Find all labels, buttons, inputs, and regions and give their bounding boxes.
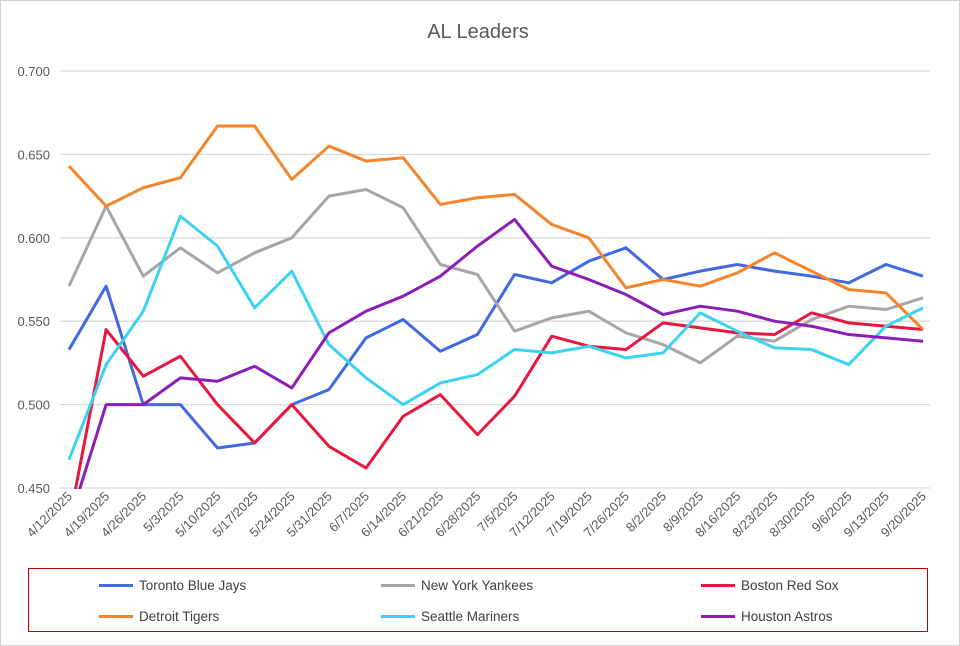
legend-item: New York Yankees bbox=[381, 578, 533, 593]
legend-item: Toronto Blue Jays bbox=[99, 578, 246, 593]
legend-label: New York Yankees bbox=[421, 578, 534, 593]
legend-label: Detroit Tigers bbox=[139, 609, 220, 624]
chart-title: AL Leaders bbox=[427, 21, 529, 43]
series-line-boston-red-sox bbox=[74, 311, 924, 489]
y-tick-label: 0.550 bbox=[17, 314, 50, 329]
y-tick-label: 0.700 bbox=[17, 64, 50, 79]
legend-label: Toronto Blue Jays bbox=[139, 578, 247, 593]
legend-swatch bbox=[701, 615, 735, 618]
legend: Toronto Blue Jays New York Yankees Boston … bbox=[28, 568, 928, 632]
legend-label: Seattle Mariners bbox=[421, 609, 520, 624]
legend-swatch bbox=[99, 584, 133, 587]
y-tick-label: 0.450 bbox=[17, 481, 50, 496]
legend-label: Boston Red Sox bbox=[741, 578, 839, 593]
legend-swatch bbox=[701, 584, 735, 587]
legend-item: Detroit Tigers bbox=[99, 609, 219, 624]
series-line-detroit-tigers bbox=[67, 124, 925, 331]
legend-swatch bbox=[381, 615, 415, 618]
series-line-seattle-mariners bbox=[67, 214, 924, 461]
y-tick-label: 0.650 bbox=[17, 147, 50, 162]
series-line-houston-astros bbox=[78, 217, 924, 489]
legend-label: Houston Astros bbox=[741, 609, 833, 624]
legend-swatch bbox=[381, 584, 415, 587]
legend-swatch bbox=[99, 615, 133, 618]
legend-item: Houston Astros bbox=[701, 609, 833, 624]
y-tick-label: 0.500 bbox=[17, 398, 50, 413]
legend-item: Boston Red Sox bbox=[701, 578, 839, 593]
y-tick-label: 0.600 bbox=[17, 231, 50, 246]
series-line-new-york-yankees bbox=[67, 187, 924, 365]
legend-item: Seattle Mariners bbox=[381, 609, 519, 624]
